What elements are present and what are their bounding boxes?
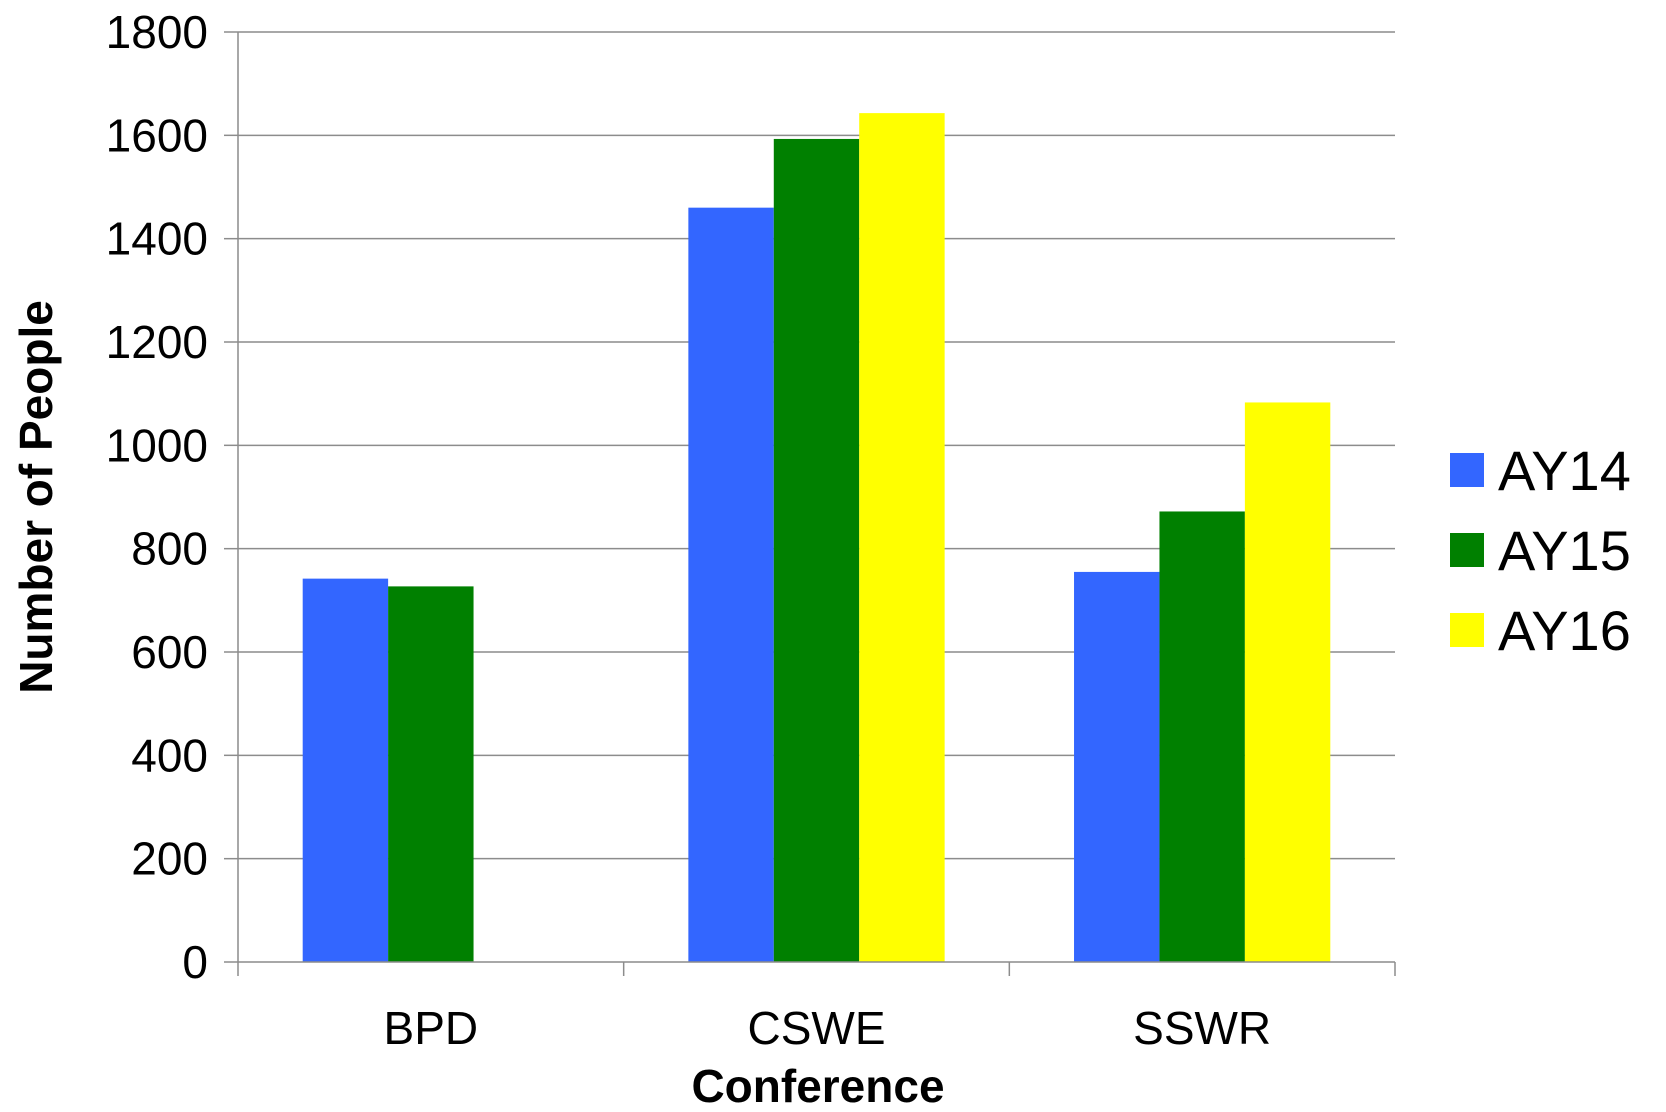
bar-sswr-ay16 xyxy=(1244,402,1331,962)
y-tick-label-200: 200 xyxy=(131,833,208,885)
legend-label-ay14: AY14 xyxy=(1498,439,1631,502)
bar-sswr-ay14 xyxy=(1074,571,1160,962)
legend: AY14 AY15 AY16 xyxy=(1450,439,1631,662)
bar-cswe-ay15 xyxy=(773,138,860,962)
y-tick-label-1400: 1400 xyxy=(106,213,208,265)
y-tick-label-1800: 1800 xyxy=(106,6,208,58)
legend-swatch-ay14 xyxy=(1450,453,1484,487)
y-tick-labels: 0 200 400 600 800 1000 1200 1400 1600 1800 xyxy=(106,6,208,988)
legend-label-ay15: AY15 xyxy=(1498,519,1631,582)
legend-swatch-ay15 xyxy=(1450,533,1484,567)
x-axis-title: Conference xyxy=(691,1060,944,1112)
bar-sswr-ay15 xyxy=(1159,511,1245,962)
x-tick-label-sswr: SSWR xyxy=(1133,1002,1271,1054)
y-axis-title: Number of People xyxy=(10,300,62,694)
bars xyxy=(302,113,1331,962)
y-tick-label-1200: 1200 xyxy=(106,316,208,368)
y-tick-label-800: 800 xyxy=(131,523,208,575)
legend-swatch-ay16 xyxy=(1450,613,1484,647)
x-tick-labels: BPD CSWE SSWR xyxy=(384,1002,1272,1054)
y-tick-label-0: 0 xyxy=(182,936,208,988)
y-tick-label-400: 400 xyxy=(131,729,208,781)
legend-label-ay16: AY16 xyxy=(1498,599,1631,662)
bar-bpd-ay15 xyxy=(388,586,474,962)
x-tick-label-bpd: BPD xyxy=(384,1002,479,1054)
y-tick-label-1600: 1600 xyxy=(106,109,208,161)
x-tick-label-cswe: CSWE xyxy=(748,1002,886,1054)
y-tick-label-600: 600 xyxy=(131,626,208,678)
bar-cswe-ay14 xyxy=(688,207,774,962)
y-tick-label-1000: 1000 xyxy=(106,419,208,471)
bar-cswe-ay16 xyxy=(859,113,945,962)
axes xyxy=(224,31,1396,976)
bar-bpd-ay14 xyxy=(302,578,389,962)
